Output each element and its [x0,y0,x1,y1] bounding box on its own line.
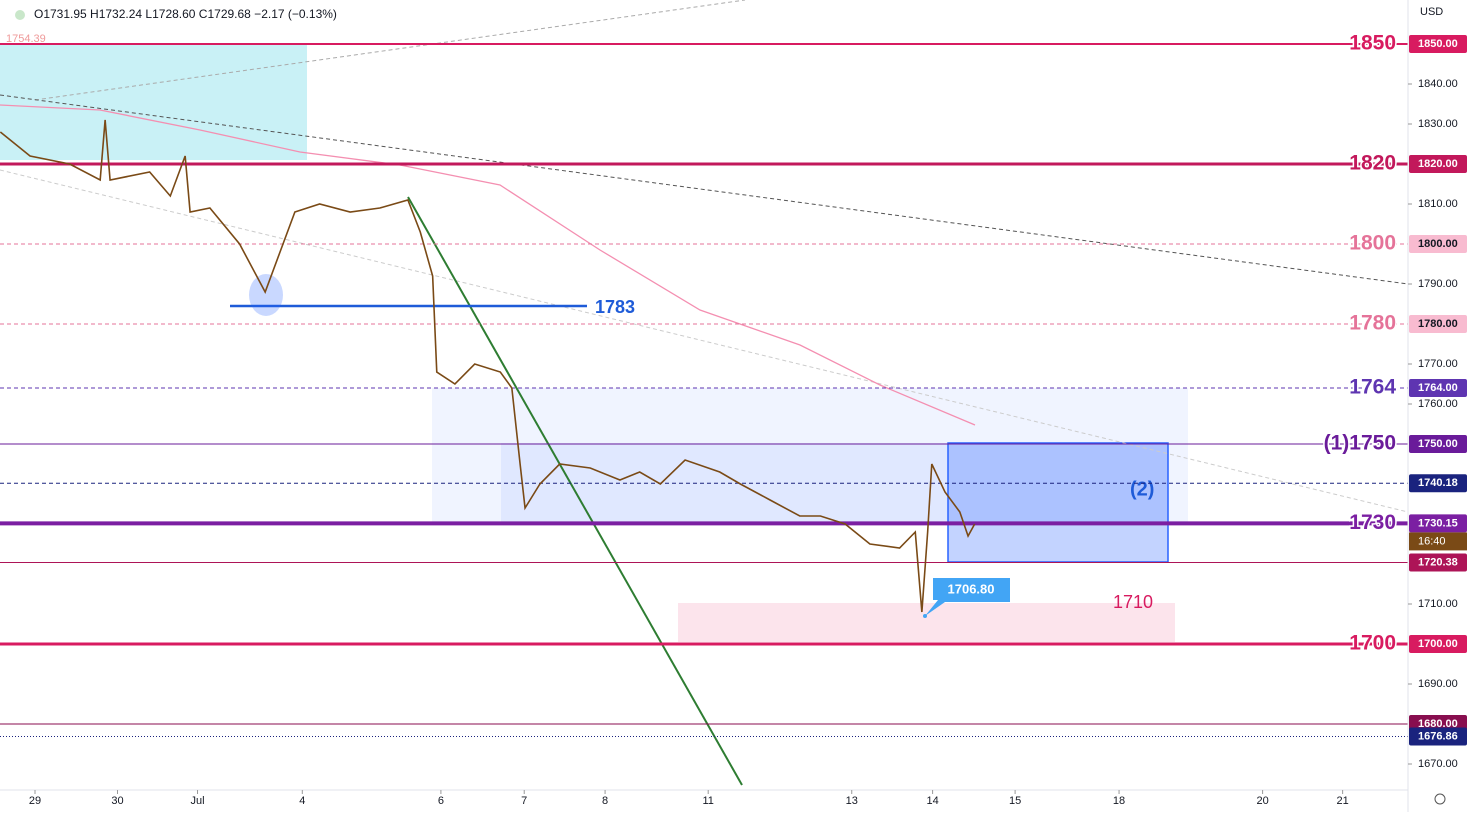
price-tag [1409,514,1467,533]
x-tick-label: 21 [1337,795,1349,807]
price-tag [1409,474,1467,493]
price-tag [1409,727,1467,746]
price-tag-label: 1750.00 [1418,438,1458,450]
annotation: 1783 [595,297,635,317]
price-tag [1409,235,1467,253]
x-tick-label: 30 [111,795,123,807]
trend-line [0,169,1409,513]
x-tick-label: 6 [438,795,444,807]
y-tick-label: 1840.00 [1418,78,1458,90]
price-tag [1409,379,1467,397]
y-tick-label: 1690.00 [1418,678,1458,690]
y-tick-label: 1760.00 [1418,398,1458,410]
price-tag [1409,635,1467,653]
x-tick-label: 8 [602,795,608,807]
x-tick-label: 20 [1256,795,1268,807]
x-tick-label: 13 [846,795,858,807]
price-tag-label: 1700.00 [1418,638,1458,650]
callout-label: 1706.80 [948,581,995,596]
price-line [0,119,976,613]
corner-price: 1754.39 [6,33,46,45]
x-tick-label: 18 [1113,795,1125,807]
moving-average [0,104,976,426]
callout-dot [923,614,927,618]
level-label: 1850 [1349,32,1396,55]
price-tag-label: 1780.00 [1418,318,1458,330]
highlight [249,274,283,316]
x-tick-label: 4 [299,795,305,807]
annotation: 1710 [1113,592,1153,612]
level-label: 1780 [1349,312,1396,335]
level-label: 1800 [1349,232,1396,255]
callout [925,578,1010,616]
trend-line [0,94,1409,285]
y-tick-label: 1810.00 [1418,198,1458,210]
level-label: 1730 [1349,511,1396,534]
price-tag [1409,155,1467,173]
zone [0,44,307,160]
level-label: 1820 [1349,152,1396,175]
zone [678,603,1175,642]
ohlc: O1731.95 H1732.24 L1728.60 C1729.68 −2.1… [34,7,337,21]
price-tag [1409,35,1467,53]
status-dot [15,10,25,20]
price-tag [1409,435,1467,453]
price-tag-label: 1800.00 [1418,238,1458,250]
price-tag-label: 1764.00 [1418,382,1458,394]
level-label: 1700 [1349,632,1396,655]
countdown: 16:40 [1418,535,1446,547]
x-tick-label: 15 [1009,795,1021,807]
level-label: (1)1750 [1324,432,1396,455]
y-tick-label: 1710.00 [1418,598,1458,610]
zone [432,388,1188,522]
countdown-tag [1409,532,1467,551]
price-tag [1409,553,1467,572]
price-tag [1409,315,1467,333]
x-tick-label: 11 [702,795,713,807]
level-label: 1764 [1349,376,1396,399]
price-tag-label: 1676.86 [1418,730,1458,742]
y-tick-label: 1790.00 [1418,278,1458,290]
x-tick-label: 7 [521,795,527,807]
trend-line [407,196,743,786]
price-tag-label: 1680.00 [1418,718,1458,730]
price-axis [1408,0,1472,812]
trend-line [34,0,746,101]
y-tick-label: 1830.00 [1418,118,1458,130]
annotation: (2) [1130,478,1154,500]
price-tag-label: 1730.15 [1418,517,1458,529]
currency: USD [1420,6,1443,18]
x-tick-label: Jul [190,795,204,807]
y-tick-label: 1770.00 [1418,358,1458,370]
zone [501,443,1168,522]
x-tick-label: 29 [29,795,41,807]
box [947,442,1169,563]
price-tag-label: 1720.38 [1418,556,1458,568]
settings-icon[interactable] [1434,793,1446,805]
price-tag-label: 1850.00 [1418,38,1458,50]
y-tick-label: 1670.00 [1418,758,1458,770]
price-tag-label: 1740.18 [1418,477,1458,489]
x-tick-label: 14 [926,795,938,807]
price-tag-label: 1820.00 [1418,158,1458,170]
